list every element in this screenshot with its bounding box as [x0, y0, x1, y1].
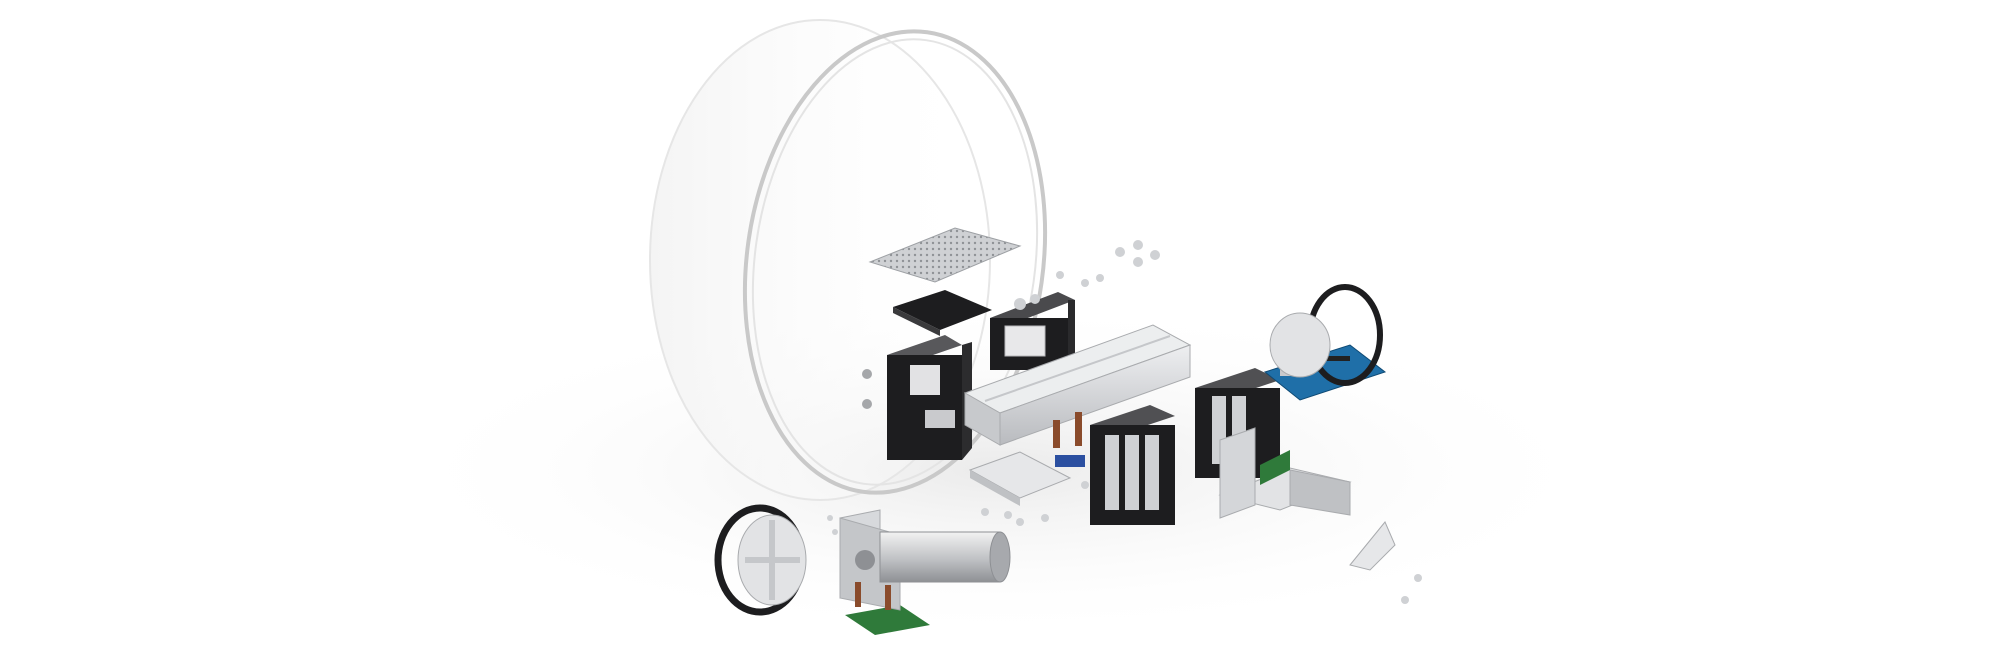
- gear-motor: [855, 531, 1011, 610]
- aluminum-channel: [963, 324, 1192, 446]
- caster-bracket: [1218, 427, 1352, 519]
- screws: [827, 240, 1422, 604]
- drive-wheel-left: [714, 504, 807, 616]
- drive-wheel-right: [1269, 284, 1383, 386]
- black-pad: [893, 290, 992, 336]
- sensor-pcb: [845, 450, 1290, 635]
- battery-pack-front: [1090, 405, 1175, 525]
- base-plate: [968, 451, 1085, 506]
- servo-top: [990, 292, 1075, 370]
- wedge-bracket: [1349, 521, 1396, 571]
- perforated-board: [868, 227, 1022, 283]
